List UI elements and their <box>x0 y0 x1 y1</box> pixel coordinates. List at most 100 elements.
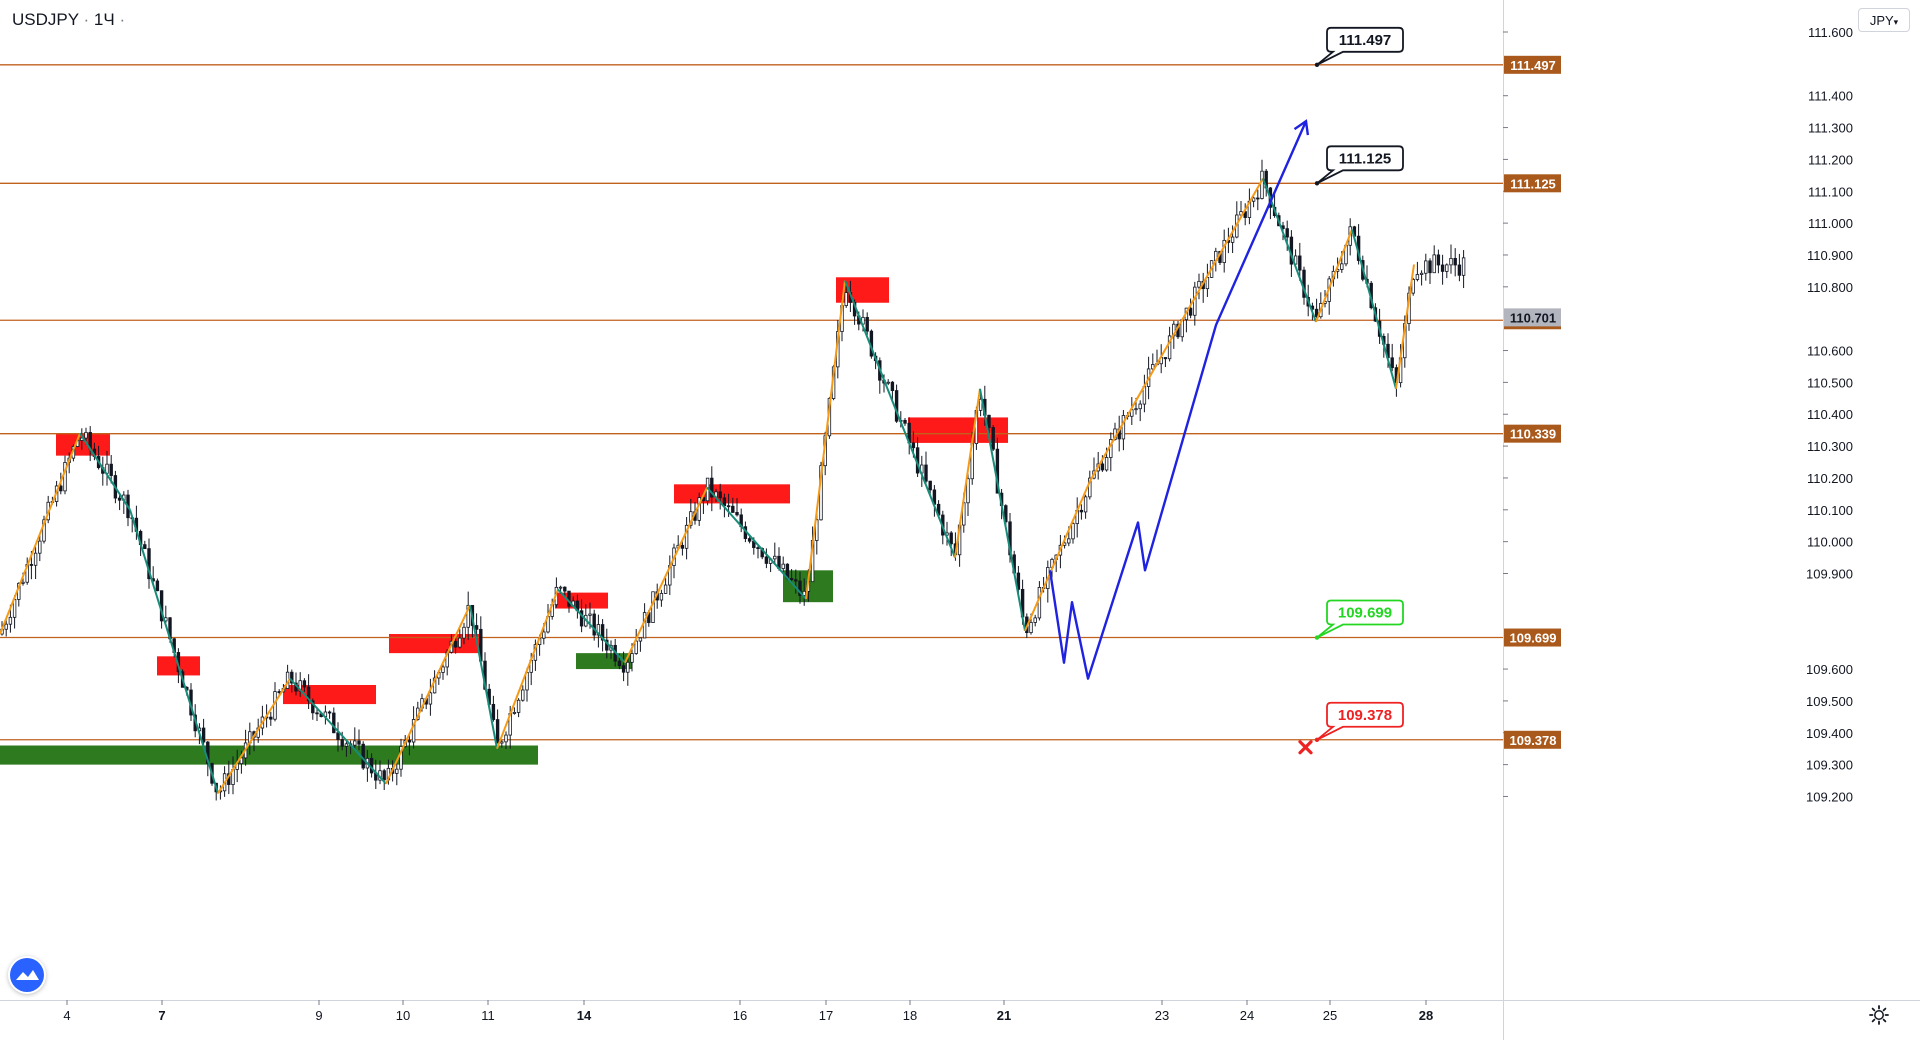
candle-body <box>1016 572 1021 590</box>
candle-body <box>886 381 890 384</box>
level-price-label: 109.699 <box>1510 631 1557 646</box>
zigzag-up-leg <box>1024 480 1091 632</box>
candle-body <box>109 463 113 476</box>
candle-body <box>1260 170 1264 199</box>
candle-body <box>336 732 340 740</box>
candle-body <box>1134 408 1138 411</box>
candle-body <box>1340 263 1344 270</box>
candle-body <box>563 586 567 592</box>
candle-body <box>512 712 517 714</box>
zigzag-down-leg <box>469 605 498 749</box>
zigzag-layer <box>0 178 1415 794</box>
candle-body <box>1163 357 1168 360</box>
candle-body <box>1029 622 1033 634</box>
candle-body <box>890 381 895 391</box>
candle-body <box>4 623 8 630</box>
callout-entry[interactable]: 109.699 <box>1314 599 1404 640</box>
level-price-tag <box>1504 730 1561 749</box>
candle-body <box>1167 335 1172 360</box>
candle-body <box>911 442 916 449</box>
candle-body <box>928 480 932 491</box>
time-tick-label: 7 <box>158 1008 165 1023</box>
candle-body <box>1256 197 1260 200</box>
candle-body <box>453 640 458 648</box>
candle-body <box>311 700 315 714</box>
title-separator: · <box>83 10 90 29</box>
candle-body <box>1033 617 1037 623</box>
candle-body <box>411 719 416 743</box>
candle-body <box>1314 308 1319 318</box>
candle-body <box>42 519 46 542</box>
callout-label: 111.125 <box>1339 150 1392 167</box>
zigzag-up-leg <box>496 589 559 750</box>
time-tick-label: 18 <box>903 1008 917 1023</box>
candle-body <box>558 586 563 589</box>
candle-body <box>773 555 777 560</box>
zigzag-down-leg <box>289 677 387 785</box>
candle-body <box>865 316 869 332</box>
time-tick-label: 25 <box>1323 1008 1337 1023</box>
tradingview-logo[interactable] <box>8 956 46 994</box>
candle-body <box>798 580 802 596</box>
candle-body <box>500 741 504 744</box>
supply-zone <box>283 684 376 705</box>
candle-body <box>8 616 13 625</box>
callout-take-profit-2[interactable]: 111.497 <box>1314 26 1404 68</box>
candle-body <box>315 712 319 715</box>
level-price-label: 109.378 <box>1510 733 1557 748</box>
candle-body <box>592 613 596 636</box>
callout-anchor <box>1314 635 1320 640</box>
candle-body <box>117 497 122 501</box>
currency-dropdown[interactable]: JPY▾ <box>1858 8 1910 32</box>
zigzag-down-leg <box>79 432 131 511</box>
price-tick-label: 110.800 <box>1807 280 1853 295</box>
candle-body <box>491 703 496 720</box>
candle-body <box>290 671 294 684</box>
candle-body <box>726 505 731 508</box>
candle-body <box>815 519 819 541</box>
candle-body <box>277 691 281 693</box>
time-tick-label: 21 <box>997 1008 1011 1023</box>
candle-body <box>638 637 643 642</box>
candle-body <box>1083 496 1088 513</box>
callout-box <box>1316 599 1404 639</box>
candle-body <box>357 740 361 745</box>
candle-body <box>399 746 403 770</box>
candle-body <box>1298 255 1302 271</box>
symbol-title[interactable]: USDJPY · 1Ч · <box>12 10 125 30</box>
price-tick-label: 111.000 <box>1808 216 1853 231</box>
callout-anchor <box>1314 737 1320 742</box>
supply-zone <box>674 484 790 504</box>
candle-body <box>428 692 433 705</box>
candle-body <box>458 637 462 648</box>
zigzag-down-leg <box>979 388 1026 632</box>
zigzag-up-leg <box>0 432 81 635</box>
time-tick-label: 4 <box>63 1008 70 1023</box>
candle-body <box>306 686 311 702</box>
gear-icon[interactable] <box>1868 1004 1890 1026</box>
callout-take-profit-1[interactable]: 111.125 <box>1314 145 1404 186</box>
zigzag-down-leg <box>844 280 891 396</box>
candle-body <box>504 734 508 743</box>
candle-body <box>382 770 386 781</box>
candle-body <box>332 712 336 734</box>
zigzag-up-leg <box>385 604 471 785</box>
candle-body <box>462 626 466 639</box>
candle-body <box>966 478 970 504</box>
callout-label: 109.699 <box>1338 605 1392 622</box>
interval-label: 1Ч <box>93 10 115 29</box>
price-tick-label: 109.500 <box>1806 694 1853 709</box>
price-tick-label: 109.200 <box>1806 789 1853 804</box>
callout-stop-loss[interactable]: 109.378 <box>1314 701 1404 742</box>
candle-body <box>991 427 995 450</box>
candle-body <box>781 563 785 569</box>
time-tick-label: 14 <box>577 1008 592 1023</box>
price-axis-bg <box>1503 0 1920 1040</box>
forecast-path <box>1048 120 1308 680</box>
candle-body <box>718 491 722 499</box>
price-tick-label: 111.300 <box>1808 121 1853 136</box>
price-tick-label: 109.400 <box>1806 726 1853 741</box>
candle-body <box>84 431 88 439</box>
candle-body <box>617 660 622 667</box>
